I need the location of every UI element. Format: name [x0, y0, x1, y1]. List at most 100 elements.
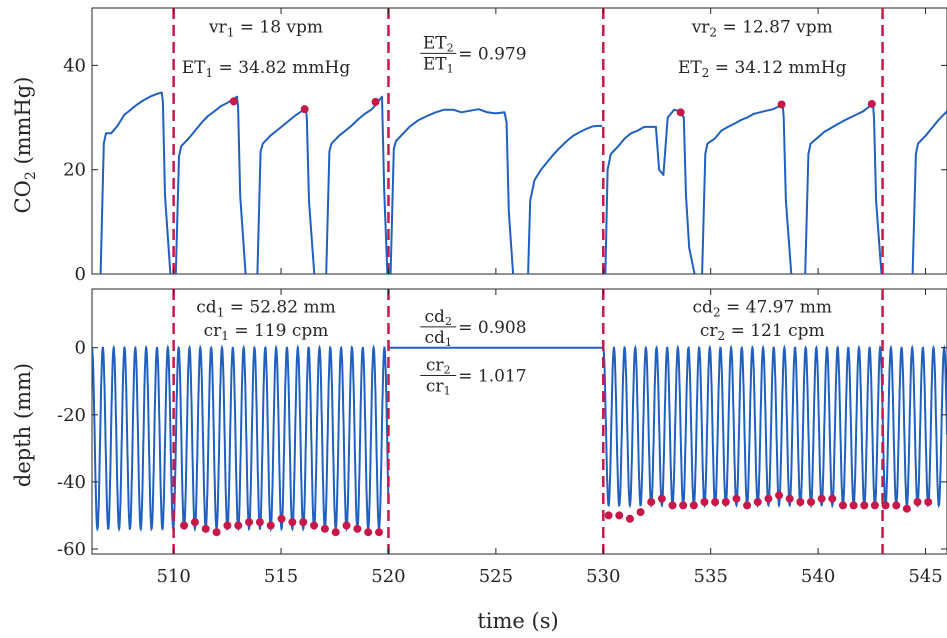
co2-axis-label-sub: 2 [23, 171, 39, 180]
co2-annotation-4: ET2 = 34.12 mmHg [678, 58, 847, 80]
depth-trough-marker-2-15 [753, 498, 762, 507]
depth-trough-marker-1-12 [299, 518, 308, 527]
depth-fraction-num-1: cd2 [425, 307, 452, 328]
depth-annotation-4: cr2 = 121 cpm [700, 321, 825, 343]
depth-annotation-1: cd1 = 52.82 mm [196, 297, 335, 319]
co2-fraction-value-1: = 0.979 [458, 44, 526, 64]
depth-trough-marker-2-12 [721, 498, 730, 507]
depth-trough-marker-2-4 [636, 508, 645, 517]
co2-breath-9 [804, 101, 883, 274]
depth-trough-marker-2-22 [828, 494, 837, 503]
co2-breath-10 [911, 110, 947, 274]
co2-panel: 0 20 40 vr1 = 18 vpm ET1 = 34.82 mmHg vr2 = 1… [63, 7, 947, 285]
depth-trough-marker-1-13 [310, 521, 319, 530]
depth-ytick-label: -60 [57, 539, 86, 560]
depth-fraction-num-2: cr2 [426, 356, 451, 377]
depth-trough-marker-2-2 [615, 511, 624, 520]
depth-trough-marker-2-8 [679, 501, 688, 510]
depth-trough-marker-1-10 [277, 514, 286, 523]
depth-trough-marker-2-17 [775, 491, 784, 500]
co2-breath-8 [701, 103, 793, 274]
co2-endtidal-marker-6 [867, 99, 876, 108]
depth-trough-marker-1-14 [320, 524, 329, 533]
time-axis-label: time (s) [477, 609, 558, 633]
depth-fraction-den-1: cd1 [425, 328, 452, 349]
depth-axes-box [91, 288, 947, 555]
depth-trough-marker-2-27 [881, 501, 890, 510]
co2-plot-area [99, 8, 947, 274]
co2-ytick-label: 0 [75, 264, 86, 285]
depth-trough-marker-2-30 [913, 498, 922, 507]
co2-ytick-label: 20 [63, 160, 86, 181]
depth-trough-marker-2-18 [785, 494, 794, 503]
depth-trough-marker-2-10 [700, 498, 709, 507]
depth-trough-marker-2-3 [625, 514, 634, 523]
depth-ytick-label: 0 [75, 338, 86, 359]
depth-trough-marker-2-14 [743, 501, 752, 510]
depth-trough-marker-2-28 [892, 501, 901, 510]
co2-annotation-3: vr2 = 12.87 vpm [691, 18, 833, 40]
depth-trough-marker-1-19 [375, 528, 384, 537]
depth-trough-marker-1-3 [201, 524, 210, 533]
depth-trough-marker-2-13 [732, 494, 741, 503]
depth-fraction-den-2: cr1 [426, 377, 451, 398]
co2-annotation-1: vr1 = 18 vpm [208, 18, 323, 40]
depth-trough-marker-1-2 [190, 518, 199, 527]
depth-annotation-3: cd2 = 47.97 mm [693, 297, 832, 319]
co2-axis-label: CO2 (mmHg) [11, 77, 39, 214]
depth-trough-marker-2-26 [870, 501, 879, 510]
co2-breath-2 [174, 95, 247, 274]
depth-trough-marker-2-5 [647, 498, 656, 507]
co2-fraction-num-1: ET2 [423, 33, 454, 54]
co2-breath-6 [527, 124, 603, 274]
co2-axes-box [91, 7, 947, 275]
co2-endtidal-marker-1 [229, 97, 238, 106]
co2-breath-7 [604, 108, 696, 274]
depth-panel: -60 -40 -20 0 510 515 520 525 530 535 540 545 cd1 = … [57, 288, 947, 587]
depth-compressions-1 [92, 344, 390, 533]
depth-fraction-value-1: = 0.908 [458, 318, 526, 338]
co2-endtidal-marker-2 [300, 105, 309, 114]
co2-breath-5 [389, 108, 515, 274]
depth-ytick-label: -20 [57, 405, 86, 426]
co2-breath-3 [256, 107, 316, 274]
depth-trough-marker-2-11 [711, 498, 720, 507]
depth-trough-marker-1-17 [353, 524, 362, 533]
co2-endtidal-marker-5 [777, 100, 786, 109]
depth-trough-marker-1-15 [331, 528, 340, 537]
depth-trough-marker-2-19 [796, 498, 805, 507]
depth-annotation-2: cr1 = 119 cpm [204, 321, 329, 343]
depth-trough-marker-2-9 [689, 501, 698, 510]
co2-ytick-label: 40 [63, 55, 86, 76]
time-xtick-label: 520 [371, 566, 405, 587]
time-xtick-label: 525 [479, 566, 513, 587]
depth-trough-marker-2-20 [807, 498, 816, 507]
depth-trough-marker-2-7 [668, 501, 677, 510]
depth-trough-marker-1-11 [288, 518, 297, 527]
time-xtick-label: 530 [586, 566, 620, 587]
depth-trough-marker-2-24 [849, 501, 858, 510]
depth-trough-marker-2-1 [604, 511, 613, 520]
depth-compressions-2 [602, 344, 947, 509]
co2-endtidal-marker-3 [371, 97, 380, 106]
co2-fraction-den-1: ET1 [423, 54, 454, 75]
depth-trough-marker-1-9 [266, 521, 275, 530]
time-xtick-label: 515 [264, 566, 298, 587]
time-xtick-label: 545 [908, 566, 942, 587]
depth-trough-marker-1-16 [342, 521, 351, 530]
depth-trough-marker-1-6 [234, 521, 243, 530]
depth-axis-label: depth (mm) [11, 363, 35, 487]
depth-trough-marker-1-18 [364, 528, 373, 537]
co2-breath-4 [325, 95, 389, 274]
time-xtick-label: 510 [156, 566, 190, 587]
depth-plot-area [92, 289, 947, 554]
depth-fraction-value-2: = 1.017 [458, 367, 526, 387]
depth-trough-marker-2-21 [817, 494, 826, 503]
depth-trough-marker-1-8 [255, 518, 264, 527]
time-xtick-label: 540 [801, 566, 835, 587]
depth-trough-marker-1-1 [180, 521, 189, 530]
time-xtick-label: 535 [694, 566, 728, 587]
co2-axis-label-unit: (mmHg) [11, 77, 35, 172]
depth-trough-marker-2-31 [924, 498, 933, 507]
co2-annotation-2: ET1 = 34.82 mmHg [182, 58, 351, 80]
